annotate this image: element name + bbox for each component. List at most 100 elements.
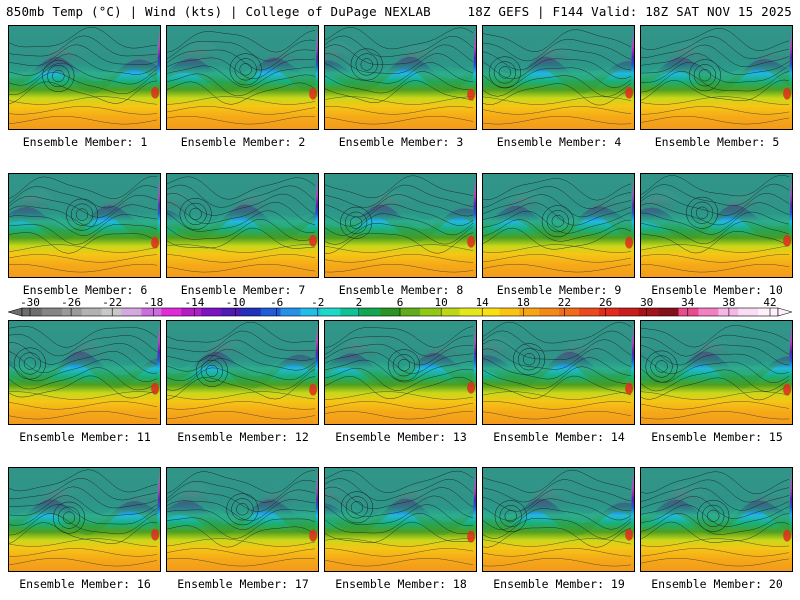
ensemble-member-caption: Ensemble Member: 9 xyxy=(496,283,622,297)
colorbar-swatch xyxy=(141,308,162,316)
colorbar-tick-label: -10 xyxy=(226,296,246,309)
ensemble-map-panel xyxy=(166,467,319,572)
colorbar-swatch xyxy=(678,308,699,316)
ensemble-map-panel xyxy=(324,467,477,572)
colorbar-tick-label: 2 xyxy=(356,296,363,309)
ensemble-map-panel xyxy=(324,320,477,425)
ensemble-map-panel xyxy=(8,320,161,425)
ensemble-map-panel xyxy=(640,320,793,425)
colorbar-tick-label: 30 xyxy=(640,296,653,309)
ensemble-member-caption: Ensemble Member: 11 xyxy=(19,430,151,444)
ensemble-map-panel xyxy=(166,25,319,130)
colorbar-swatch xyxy=(539,308,560,316)
colorbar-tick-label: 34 xyxy=(681,296,695,309)
ensemble-map-panel xyxy=(324,25,477,130)
ensemble-map-panel xyxy=(482,467,635,572)
colorbar-swatch xyxy=(121,308,142,316)
colorbar-tick-label: 10 xyxy=(434,296,447,309)
colorbar-tick-label: -26 xyxy=(61,296,81,309)
colorbar-swatch xyxy=(658,308,679,316)
colorbar-swatch xyxy=(559,308,580,316)
colorbar-left-arrow xyxy=(8,307,23,317)
colorbar-tick-label: 38 xyxy=(722,296,735,309)
colorbar-swatch xyxy=(41,308,63,316)
ensemble-map-panel xyxy=(8,467,161,572)
colorbar-tick-label: -30 xyxy=(20,296,40,309)
colorbar-swatch xyxy=(201,308,222,316)
colorbar-swatch xyxy=(280,308,301,316)
colorbar-swatch xyxy=(698,308,719,316)
colorbar-swatch xyxy=(380,308,401,316)
ensemble-map-panel xyxy=(640,173,793,278)
colorbar-tick-label: -14 xyxy=(184,296,204,309)
map-title: 850mb Temp (°C) | Wind (kts) | College o… xyxy=(6,4,431,19)
colorbar-swatch xyxy=(758,308,779,316)
colorbar-swatch xyxy=(419,308,441,316)
ensemble-member-caption: Ensemble Member: 19 xyxy=(493,577,625,591)
colorbar-swatch xyxy=(479,308,500,316)
ensemble-member-caption: Ensemble Member: 2 xyxy=(180,135,306,149)
colorbar-swatch xyxy=(459,308,480,316)
ensemble-member-caption: Ensemble Member: 15 xyxy=(651,430,783,444)
ensemble-member-caption: Ensemble Member: 17 xyxy=(177,577,309,591)
ensemble-map-panel xyxy=(640,467,793,572)
colorbar-tick-label: 6 xyxy=(397,296,404,309)
colorbar-swatch xyxy=(340,308,361,316)
colorbar-swatch xyxy=(181,308,202,316)
ensemble-member-caption: Ensemble Member: 16 xyxy=(19,577,151,591)
colorbar-swatch xyxy=(519,308,540,316)
colorbar-swatch xyxy=(579,308,600,316)
colorbar-swatch xyxy=(598,308,620,316)
model-run-valid-time: 18Z GEFS | F144 Valid: 18Z SAT NOV 15 20… xyxy=(467,4,792,19)
temperature-colorbar: -30 -26 -22 -18 -14 -10 -6 -2 2 6 10 14 18 22 26 30 34 38… xyxy=(8,296,792,317)
colorbar-swatch xyxy=(61,308,82,316)
colorbar-tick-label: 42 xyxy=(763,296,776,309)
colorbar-swatch xyxy=(718,308,739,316)
ensemble-member-caption: Ensemble Member: 3 xyxy=(338,135,464,149)
colorbar-tick-label: -22 xyxy=(102,296,122,309)
colorbar-swatch xyxy=(101,308,122,316)
ensemble-member-caption: Ensemble Member: 6 xyxy=(22,283,148,297)
colorbar-tick-label: 22 xyxy=(558,296,571,309)
ensemble-member-caption: Ensemble Member: 18 xyxy=(335,577,467,591)
colorbar-swatch xyxy=(499,308,520,316)
ensemble-map-panel xyxy=(8,173,161,278)
ensemble-member-caption: Ensemble Member: 14 xyxy=(493,430,625,444)
colorbar-tick-label: 26 xyxy=(599,296,612,309)
ensemble-member-caption: Ensemble Member: 4 xyxy=(496,135,622,149)
colorbar-swatch xyxy=(320,308,341,316)
ensemble-member-caption: Ensemble Member: 8 xyxy=(338,283,464,297)
ensemble-map-panel xyxy=(482,25,635,130)
colorbar-tick-label: -18 xyxy=(143,296,163,309)
colorbar-tick-label: -6 xyxy=(270,296,283,309)
colorbar-right-arrow xyxy=(777,307,792,317)
colorbar-swatch xyxy=(81,308,102,316)
ensemble-map-panel xyxy=(482,173,635,278)
colorbar-swatch xyxy=(220,308,242,316)
ensemble-map-panel xyxy=(324,173,477,278)
colorbar-swatch xyxy=(638,308,659,316)
colorbar-swatch xyxy=(22,308,43,316)
ensemble-map-panel xyxy=(166,173,319,278)
colorbar-tick-label: 14 xyxy=(476,296,490,309)
ensemble-member-caption: Ensemble Member: 7 xyxy=(180,283,306,297)
colorbar-tick-label: -2 xyxy=(311,296,324,309)
ensemble-map-panel xyxy=(166,320,319,425)
ensemble-member-caption: Ensemble Member: 5 xyxy=(654,135,780,149)
ensemble-member-caption: Ensemble Member: 1 xyxy=(22,135,148,149)
colorbar-swatch xyxy=(260,308,281,316)
colorbar-swatch xyxy=(400,308,421,316)
colorbar-swatch xyxy=(618,308,640,316)
ensemble-map-panel xyxy=(640,25,793,130)
ensemble-map-panel xyxy=(482,320,635,425)
colorbar-tick-label: 18 xyxy=(517,296,530,309)
ensemble-member-caption: Ensemble Member: 12 xyxy=(177,430,309,444)
colorbar-swatch xyxy=(439,308,460,316)
ensemble-map-panel xyxy=(8,25,161,130)
ensemble-member-caption: Ensemble Member: 20 xyxy=(651,577,783,591)
colorbar-swatch xyxy=(360,308,381,316)
colorbar-swatch xyxy=(161,308,182,316)
ensemble-member-caption: Ensemble Member: 13 xyxy=(335,430,467,444)
colorbar-swatch xyxy=(738,308,759,316)
colorbar-swatch xyxy=(300,308,321,316)
